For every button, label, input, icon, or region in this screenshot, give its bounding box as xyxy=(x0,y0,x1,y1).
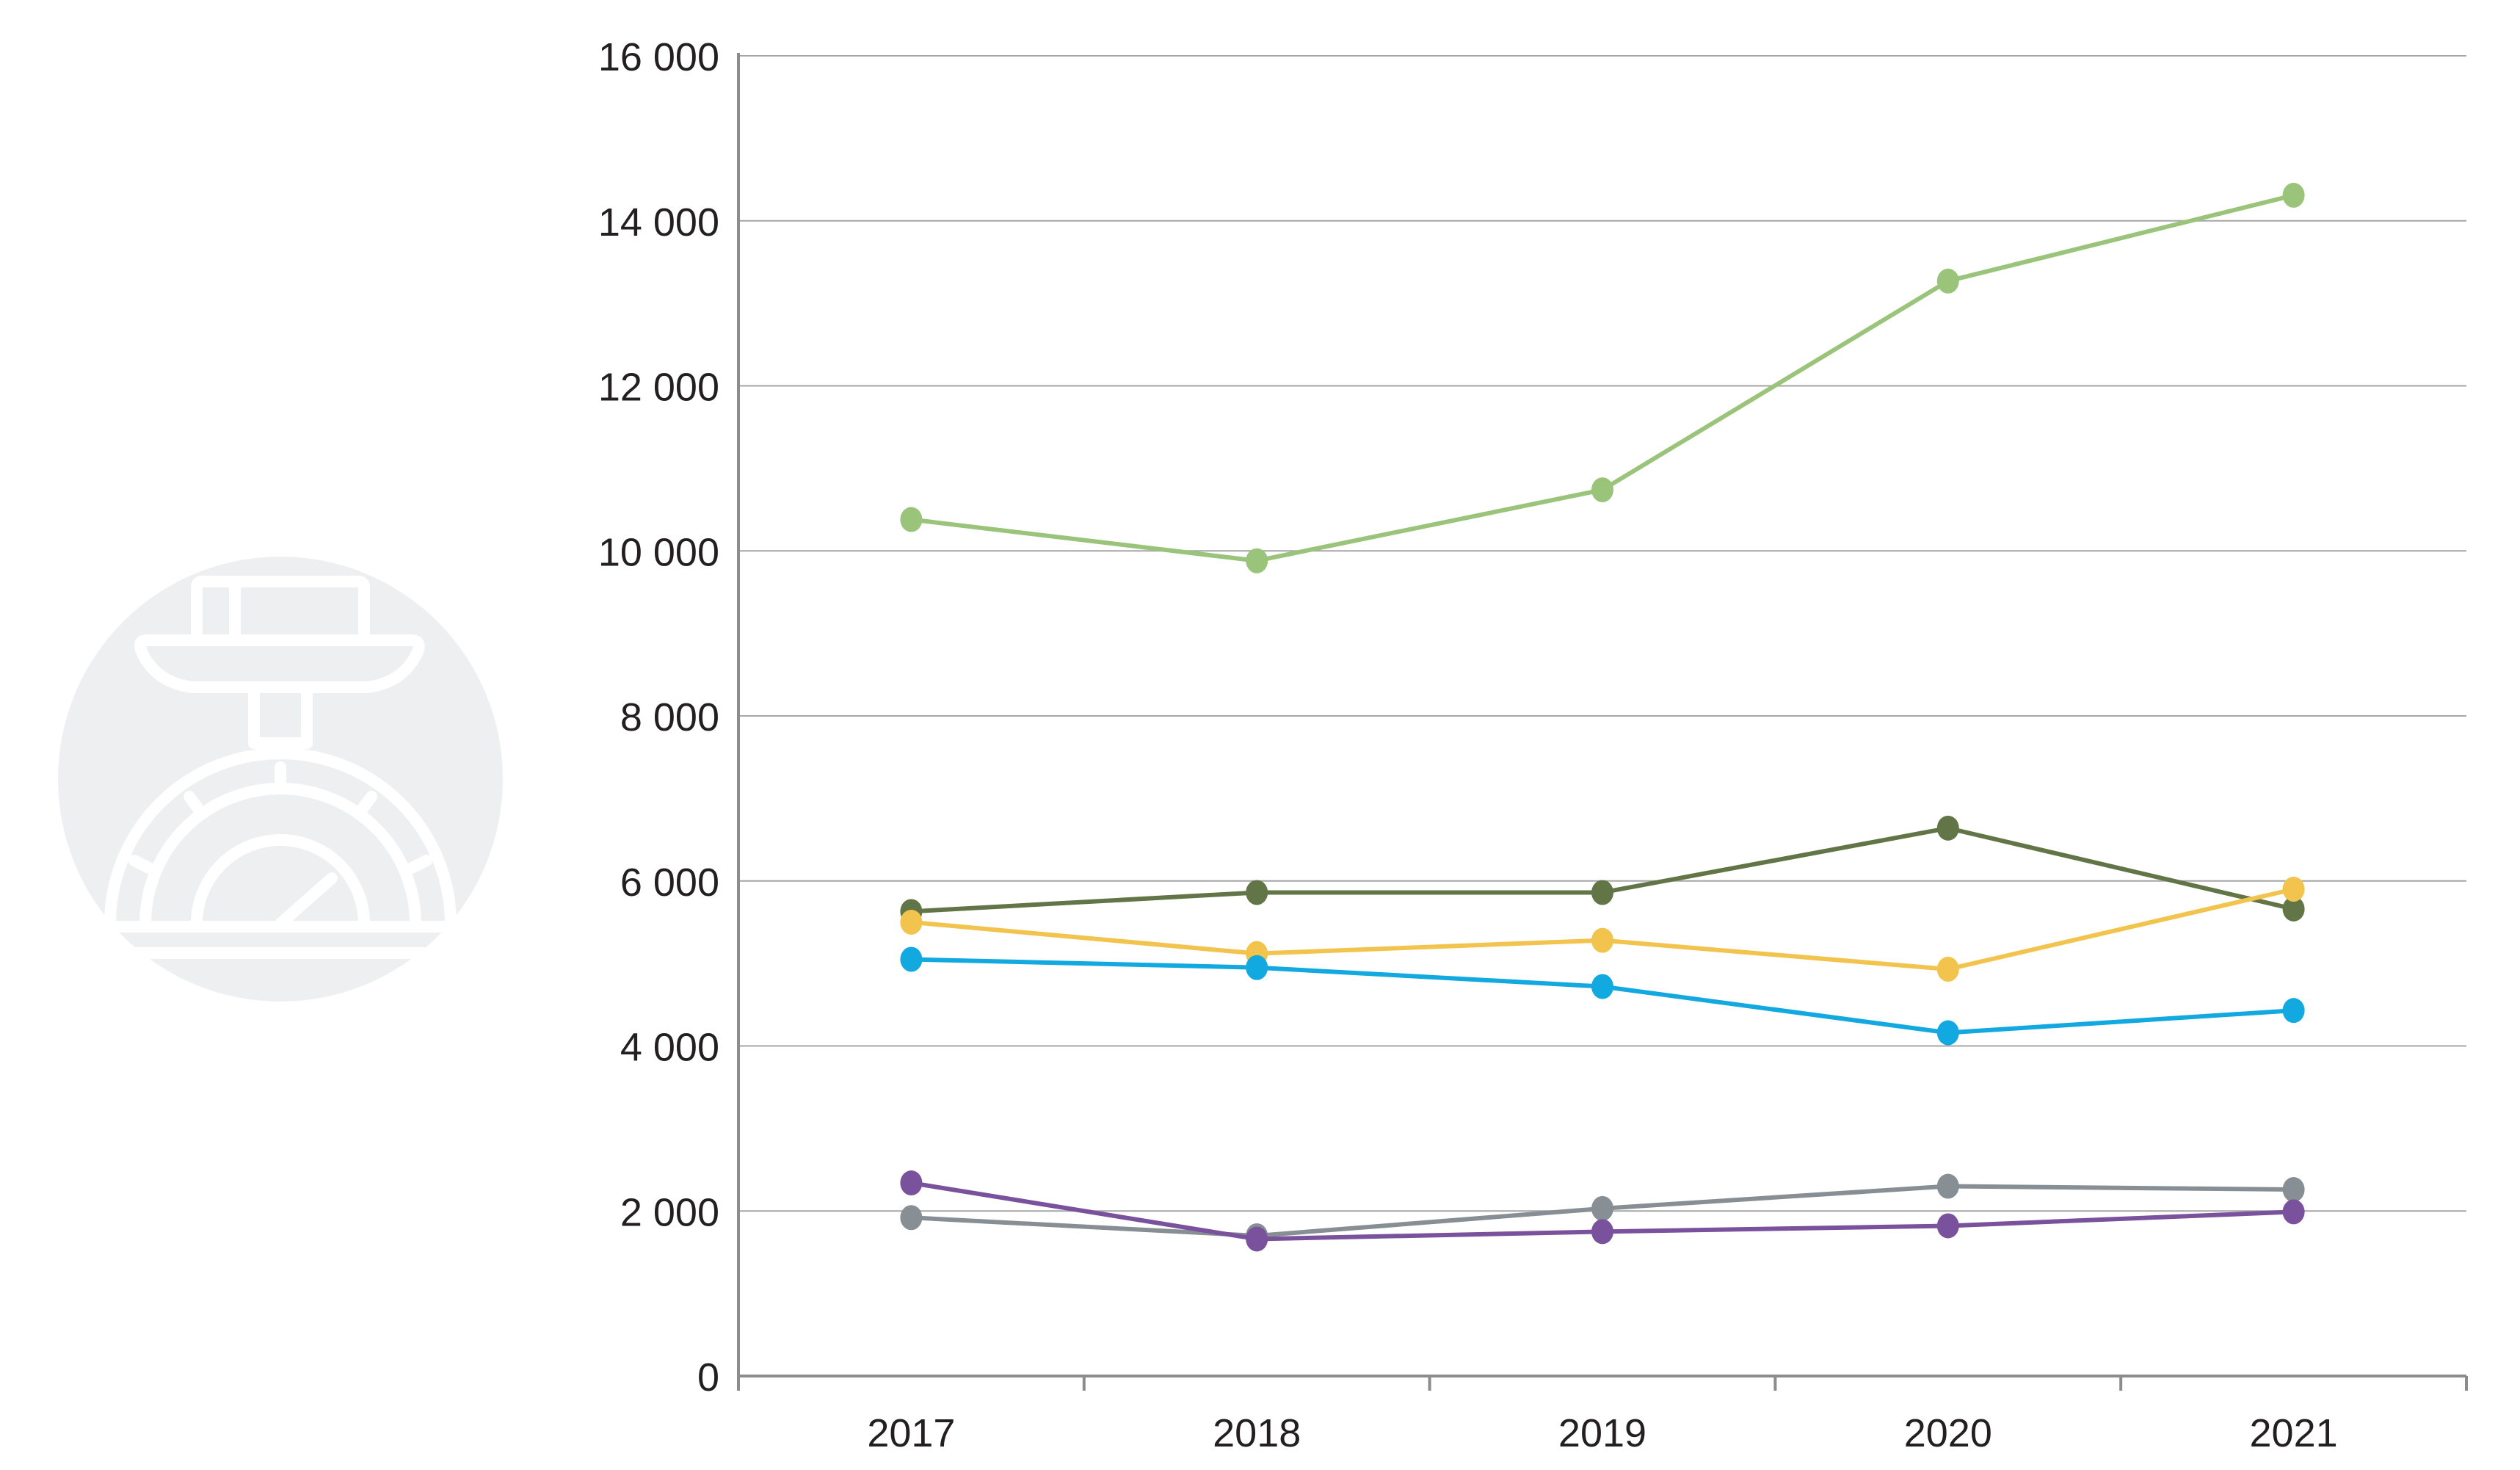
data-point xyxy=(1936,1020,1959,1046)
data-point xyxy=(2282,876,2305,902)
data-point xyxy=(2282,1199,2305,1225)
x-tick-label: 2019 xyxy=(1558,1411,1646,1455)
y-tick-label: 6 000 xyxy=(620,861,719,905)
y-tick-label: 10 000 xyxy=(598,530,719,574)
y-tick-label: 0 xyxy=(697,1355,719,1400)
scale-icon-stroke xyxy=(104,747,457,930)
x-tick-label: 2017 xyxy=(867,1411,955,1455)
series-line xyxy=(911,193,2295,563)
scale-icon-tick xyxy=(406,855,432,874)
data-point xyxy=(2282,182,2305,208)
data-point xyxy=(1591,1219,1613,1245)
y-tick-label: 2 000 xyxy=(620,1190,719,1234)
tick-labels: 0 2 000 4 000 6 000 8 000 10 000 12 000 14 000 1… xyxy=(598,35,2338,1455)
data-point xyxy=(1246,1226,1268,1252)
y-tick-label: 12 000 xyxy=(598,366,719,410)
scale-icon-tick xyxy=(128,855,155,874)
data-point xyxy=(900,507,923,532)
data-point xyxy=(1936,1213,1959,1239)
data-point xyxy=(1591,1195,1613,1221)
data-point xyxy=(900,909,923,935)
data-point xyxy=(2282,1177,2305,1203)
data-point xyxy=(1936,815,1959,841)
scale-icon-stroke xyxy=(275,872,338,930)
data-point xyxy=(2282,896,2305,922)
data-point xyxy=(1591,880,1613,905)
data-point xyxy=(1246,880,1268,905)
data-point xyxy=(1936,1173,1959,1199)
data-point xyxy=(900,946,923,972)
y-tick-label: 4 000 xyxy=(620,1026,719,1070)
data-point xyxy=(1246,548,1268,573)
x-tick-label: 2020 xyxy=(1904,1411,1992,1455)
scale-icon-tick xyxy=(355,791,377,817)
data-point xyxy=(1591,927,1613,953)
data-point xyxy=(900,1205,923,1231)
scale-icon-stroke xyxy=(76,921,484,959)
x-tick-label: 2021 xyxy=(2250,1411,2338,1455)
scale-icon-stroke xyxy=(191,834,370,930)
grid-lines xyxy=(738,55,2466,1212)
data-point xyxy=(1591,974,1613,999)
scale-icon-tick xyxy=(184,791,206,817)
y-tick-label: 16 000 xyxy=(598,35,719,79)
series-6 xyxy=(900,1170,2305,1252)
scale-icon xyxy=(58,557,503,1002)
data-point xyxy=(900,1170,923,1196)
axes xyxy=(737,53,2468,1391)
data-point xyxy=(1936,956,1959,982)
scale-icon-stroke xyxy=(248,684,313,749)
y-tick-label: 14 000 xyxy=(598,200,719,245)
series-lines xyxy=(900,182,2305,1252)
series-1 xyxy=(900,182,2305,573)
y-tick-label: 8 000 xyxy=(620,695,719,739)
series-2 xyxy=(900,815,2305,924)
series-4 xyxy=(900,946,2305,1046)
data-point xyxy=(1246,955,1268,980)
data-point xyxy=(2282,998,2305,1024)
data-point xyxy=(1591,477,1613,503)
x-tick-label: 2018 xyxy=(1213,1411,1301,1455)
scale-icon-stroke xyxy=(191,576,370,645)
data-point xyxy=(1936,268,1959,294)
scale-icon-stroke xyxy=(134,634,425,693)
